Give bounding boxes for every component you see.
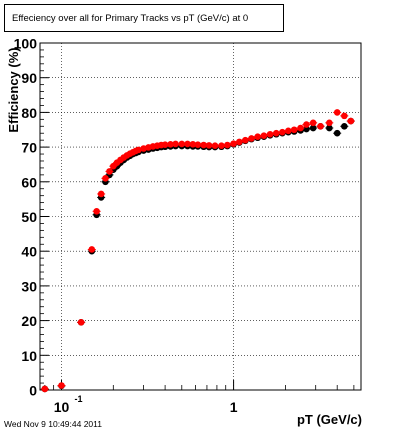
y-tick-label: 70 [21,140,37,156]
data-point-red [272,129,280,137]
data-point-black [333,129,341,137]
data-markers [40,109,355,393]
y-tick-label: 50 [21,209,37,225]
data-point-black [309,124,317,132]
data-point-black [326,124,333,132]
data-point-red [41,385,49,393]
data-point-red [77,319,85,326]
y-tick-label: 30 [21,278,37,294]
data-point-red [260,132,268,139]
data-point-red [200,141,207,149]
y-tick-label: 0 [29,383,37,399]
title-box: Effeciency over all for Primary Tracks v… [4,4,284,32]
data-point-red [242,136,249,144]
data-point-red [161,141,169,148]
x-axis-ticks: 10 -1 1 [44,380,355,415]
y-tick-label: 80 [21,105,37,121]
y-tick-label: 100 [14,36,38,52]
data-point-red [58,382,65,389]
data-point-red [230,140,237,147]
data-point-red [218,142,225,150]
y-axis-ticks: 0 10 20 30 40 50 60 70 80 90 100 [14,36,49,399]
data-point-red [106,168,113,175]
y-tick-label: 60 [21,174,37,190]
y-tick-label: 90 [21,70,37,86]
data-point-red [194,141,202,148]
grid-lines [40,42,361,391]
data-point-red [93,207,100,215]
data-point-red [248,135,255,142]
data-point-red [279,128,286,136]
y-tick-label: 10 [21,348,37,364]
data-point-red [184,140,191,148]
data-point-red [224,141,231,149]
data-point-red [167,141,174,148]
data-point-red [297,124,304,132]
datestamp: Wed Nov 9 10:49:44 2011 [4,419,102,429]
data-point-red [347,117,355,125]
x-tick-label: 1 [230,399,238,415]
data-point-red [303,121,310,128]
data-point-black [341,122,348,130]
data-point-red [326,119,333,127]
data-point-black [303,125,310,133]
data-point-red [254,133,261,140]
data-point-red [236,138,243,146]
data-point-red [266,130,274,138]
x-tick-label-exponent: -1 [75,394,83,404]
data-point-red [189,141,197,148]
data-point-red [285,127,292,135]
data-point-red [88,246,96,253]
data-point-red [178,140,186,148]
data-point-red [333,109,341,116]
x-axis-label: pT (GeV/c) [297,412,362,427]
chart-title: Effeciency over all for Primary Tracks v… [12,13,249,24]
data-point-red [341,112,348,120]
y-tick-label: 40 [21,244,37,260]
y-tick-label: 20 [21,313,37,329]
y-axis-label: Efficiency (%) [6,47,21,132]
data-point-red [205,142,213,149]
x-tick-label: 10 [54,399,70,415]
data-point-red [317,122,324,130]
data-point-red [172,140,179,148]
data-point-red [211,142,219,150]
data-point-red [309,119,317,127]
data-point-red [102,175,109,182]
data-point-red [97,190,105,198]
data-point-red [290,126,298,134]
